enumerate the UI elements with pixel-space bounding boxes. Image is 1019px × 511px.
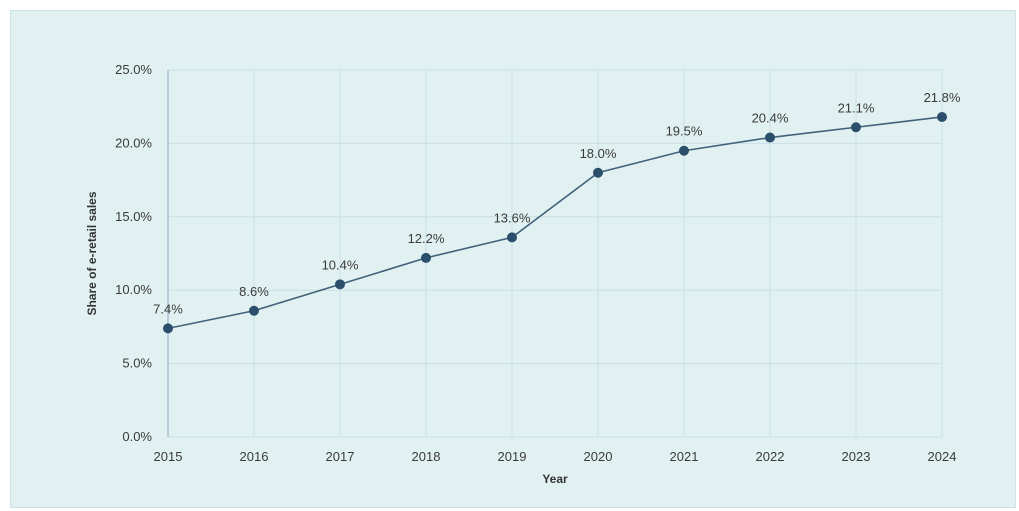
- data-label: 8.6%: [239, 284, 269, 299]
- data-label: 21.1%: [838, 100, 875, 115]
- data-label: 20.4%: [752, 111, 789, 126]
- data-point: [335, 279, 345, 290]
- data-points: [163, 111, 947, 334]
- x-tick-label: 2023: [842, 449, 871, 464]
- series-line: [167, 116, 943, 330]
- data-point: [765, 132, 775, 143]
- chart-panel: [10, 10, 1016, 508]
- x-tick-label: 2015: [154, 449, 183, 464]
- data-point: [851, 122, 861, 133]
- y-tick-label: 10.0%: [115, 282, 152, 297]
- y-tick-label: 0.0%: [122, 429, 152, 444]
- data-point: [163, 323, 173, 334]
- x-tick-label: 2024: [928, 449, 957, 464]
- y-axis-title: Share of e-retail sales: [85, 191, 99, 315]
- data-point: [937, 111, 947, 122]
- data-label: 19.5%: [666, 124, 703, 139]
- x-axis-title: Year: [542, 472, 568, 486]
- x-tick-label: 2018: [412, 449, 441, 464]
- data-point: [421, 252, 431, 263]
- data-point: [679, 145, 689, 156]
- x-tick-label: 2022: [756, 449, 785, 464]
- data-labels: 7.4% 8.6% 10.4% 12.2% 13.6% 18.0% 19.5% 20.4% 21…: [153, 90, 961, 316]
- x-tick-label: 2021: [670, 449, 699, 464]
- x-tick-label: 2020: [584, 449, 613, 464]
- y-tick-label: 5.0%: [122, 356, 152, 371]
- grid-lines: [167, 69, 943, 438]
- data-label: 21.8%: [924, 90, 961, 105]
- data-label: 7.4%: [153, 301, 183, 316]
- x-tick-label: 2016: [240, 449, 269, 464]
- data-point: [249, 305, 259, 316]
- y-axis-ticks: 0.0% 5.0% 10.0% 15.0% 20.0% 25.0%: [115, 62, 152, 444]
- data-point: [593, 167, 603, 178]
- y-tick-label: 20.0%: [115, 135, 152, 150]
- y-tick-label: 15.0%: [115, 209, 152, 224]
- data-label: 10.4%: [322, 257, 359, 272]
- data-point: [507, 232, 517, 243]
- data-label: 12.2%: [408, 231, 445, 246]
- y-tick-label: 25.0%: [115, 62, 152, 77]
- x-axis-ticks: 2015 2016 2017 2018 2019 2020 2021 2022 2023 2024: [154, 449, 957, 464]
- data-label: 18.0%: [580, 146, 617, 161]
- x-tick-label: 2019: [498, 449, 527, 464]
- data-label: 13.6%: [494, 210, 531, 225]
- x-tick-label: 2017: [326, 449, 355, 464]
